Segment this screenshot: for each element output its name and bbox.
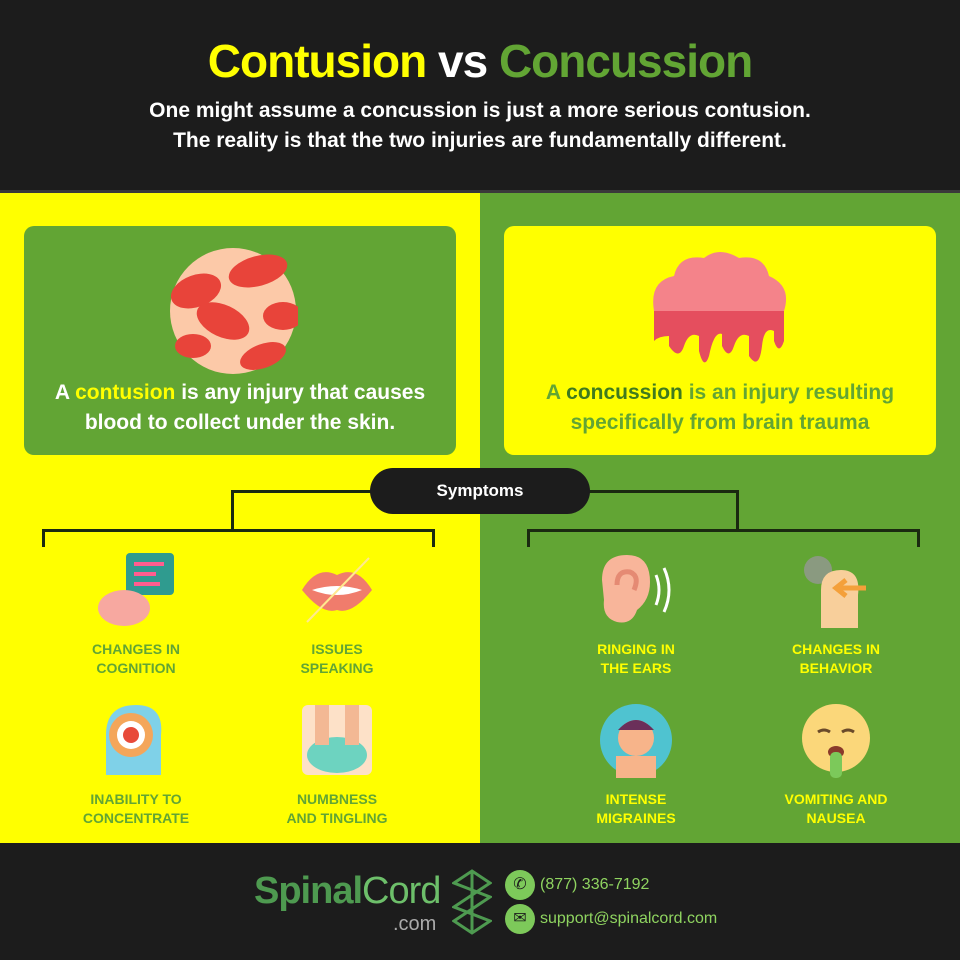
brand-suffix: .com xyxy=(393,913,437,935)
connector-line xyxy=(42,529,435,532)
connector-line xyxy=(232,490,372,493)
divider xyxy=(0,190,960,193)
phone-icon: ✆ xyxy=(505,870,535,900)
head-target-icon xyxy=(106,705,162,775)
melting-brain-icon xyxy=(653,252,787,363)
mouth-icon xyxy=(302,557,372,623)
connector-line xyxy=(42,529,45,547)
concussion-definition: A concussion is an injury resulting speci… xyxy=(545,381,895,434)
symptom-label: CHANGES IN BEHAVIOR xyxy=(792,641,880,676)
symptom-label: NUMBNESS AND TINGLING xyxy=(286,791,388,826)
connector-line xyxy=(527,529,920,532)
logo-mark-icon xyxy=(452,869,492,935)
nausea-face-icon xyxy=(802,704,870,778)
connector-line xyxy=(917,529,920,547)
brand-logo: SpinalCord xyxy=(254,870,441,912)
footer: SpinalCord .com ✆ (877) 336-7192 ✉ suppo… xyxy=(0,843,960,960)
concussion-definition-card: A concussion is an injury resulting speci… xyxy=(504,226,936,455)
connector-line xyxy=(432,529,435,547)
symptom-label: RINGING IN THE EARS xyxy=(597,641,675,676)
symptoms-label: Symptoms xyxy=(370,468,590,514)
feet-icon xyxy=(302,705,372,775)
phone-number[interactable]: (877) 336-7192 xyxy=(540,876,650,893)
page-title: Contusion vs Concussion xyxy=(207,35,753,87)
contusion-definition: A contusion is any injury that causes blo… xyxy=(54,381,426,434)
connector-line xyxy=(231,490,234,532)
head-gear-icon xyxy=(804,556,866,628)
subtitle: One might assume a concussion is just a … xyxy=(149,99,811,152)
connector-line xyxy=(527,529,530,547)
email-icon: ✉ xyxy=(505,904,535,934)
contusion-definition-card: A contusion is any injury that causes blo… xyxy=(24,226,456,455)
headache-icon xyxy=(600,704,672,778)
connector-line xyxy=(736,490,739,532)
blood-cells-icon xyxy=(170,248,298,374)
connector-line xyxy=(588,490,739,493)
header: Contusion vs Concussion One might assume… xyxy=(0,0,960,190)
symptom-label: VOMITING AND NAUSEA xyxy=(784,791,888,826)
symptom-label: INABILITY TO CONCENTRATE xyxy=(82,791,190,826)
ear-icon xyxy=(602,555,671,623)
email-address[interactable]: support@spinalcord.com xyxy=(540,910,718,927)
symptom-label: ISSUES SPEAKING xyxy=(300,641,374,676)
symptom-label: CHANGES IN COGNITION xyxy=(92,641,180,676)
brain-chart-icon xyxy=(98,553,174,626)
symptom-label: INTENSE MIGRAINES xyxy=(596,791,676,826)
